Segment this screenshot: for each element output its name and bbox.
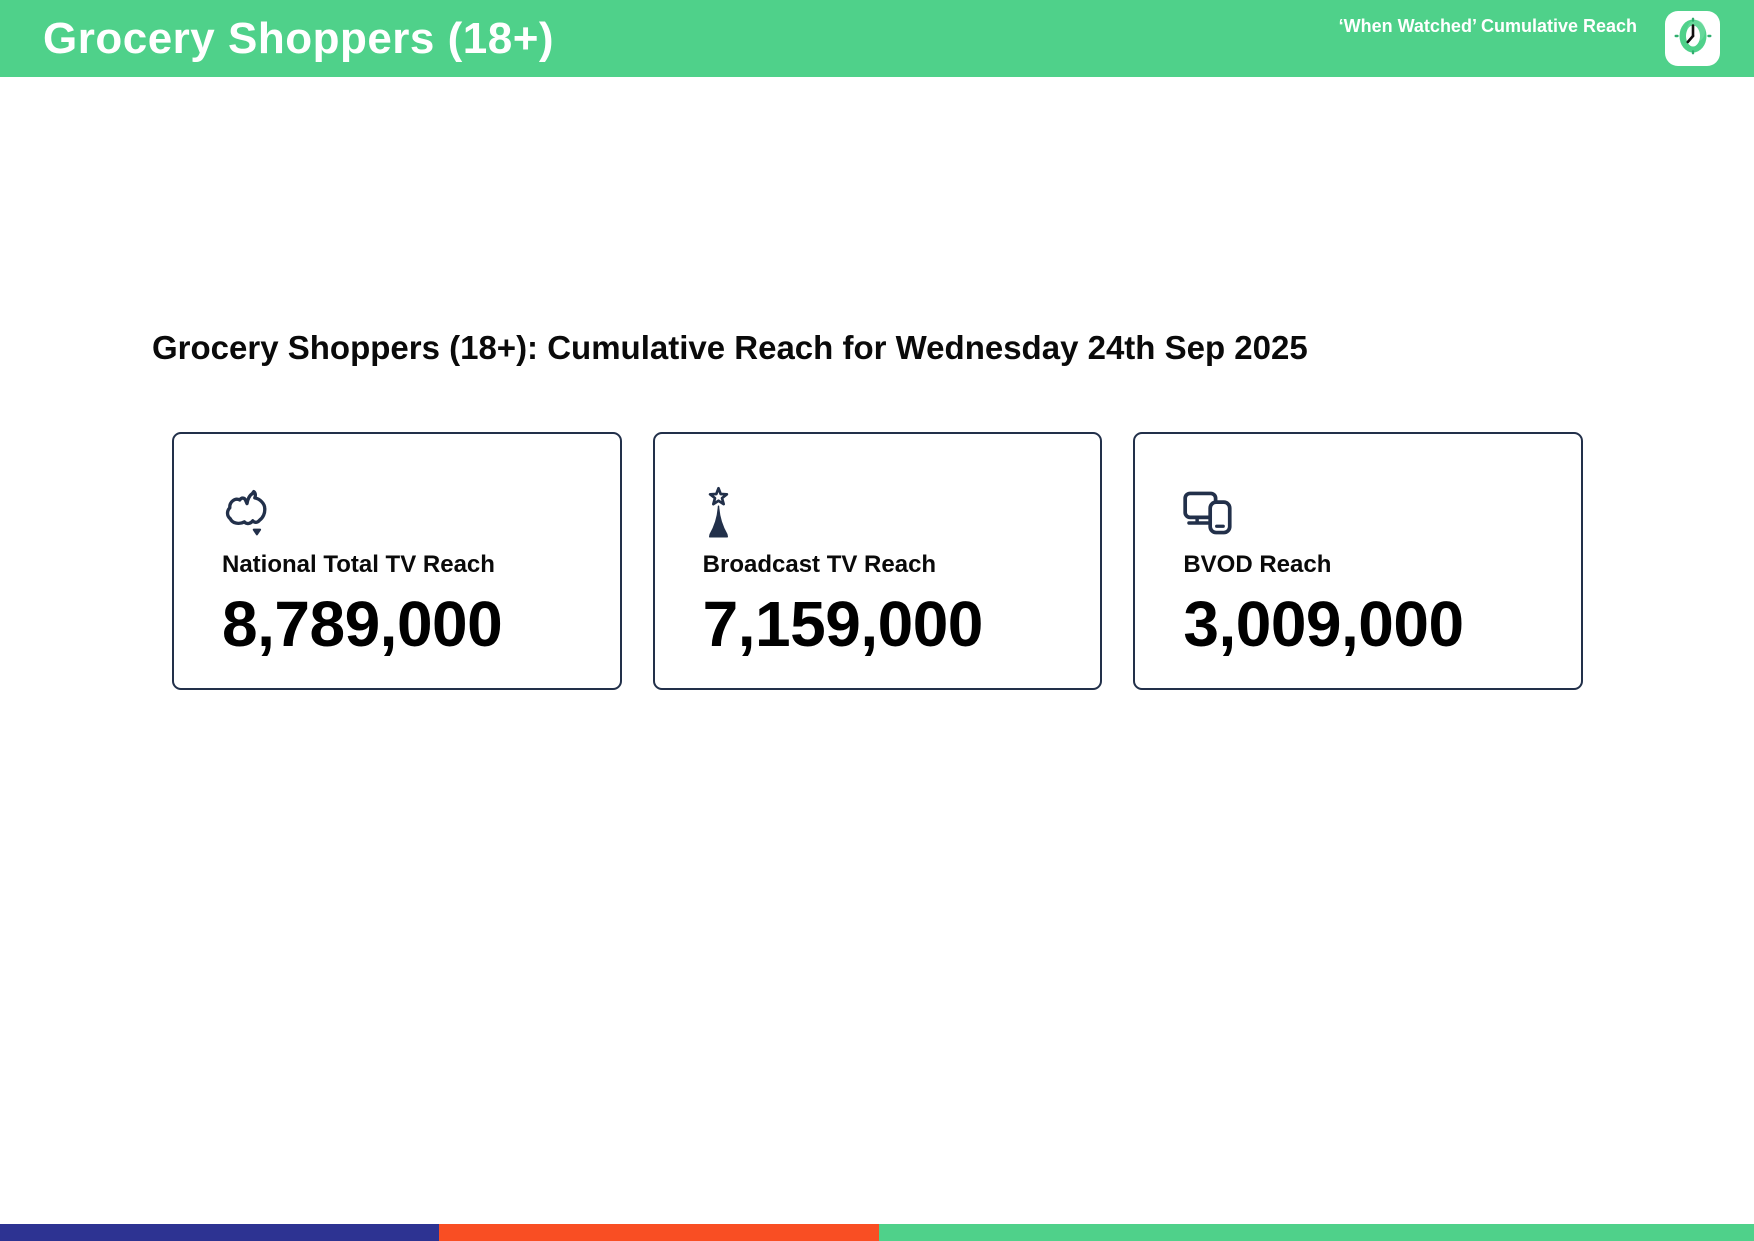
metric-label: National Total TV Reach <box>222 551 495 578</box>
australia-map-icon <box>222 484 590 542</box>
metric-card-bvod: BVOD Reach 3,009,000 <box>1133 432 1584 690</box>
metric-value: 8,789,000 <box>222 587 503 660</box>
page-heading: Grocery Shoppers (18+): Cumulative Reach… <box>152 329 1308 366</box>
header-right-group: ‘When Watched’ Cumulative Reach <box>1339 11 1754 66</box>
app-header: Grocery Shoppers (18+) ‘When Watched’ Cu… <box>0 0 1754 77</box>
app-title: Grocery Shoppers (18+) <box>43 13 555 63</box>
metric-card-national-total-tv: National Total TV Reach 8,789,000 <box>172 432 622 690</box>
metric-label: Broadcast TV Reach <box>702 551 937 578</box>
footer-segment <box>0 1224 439 1241</box>
metric-value: 7,159,000 <box>702 587 984 660</box>
header-tagline: ‘When Watched’ Cumulative Reach <box>1338 16 1637 36</box>
tv-and-mobile-devices-icon <box>1183 484 1551 542</box>
footer-segment <box>878 1224 1754 1241</box>
metric-cards-row: National Total TV Reach 8,789,000 Broadc… <box>172 432 1584 690</box>
metric-value: 3,009,000 <box>1183 587 1464 660</box>
clock-icon <box>1673 16 1713 61</box>
logo-tile <box>1665 11 1720 66</box>
footer-color-bar <box>0 1224 1754 1241</box>
metric-card-broadcast-tv: Broadcast TV Reach 7,159,000 <box>652 432 1103 690</box>
footer-segment <box>438 1224 879 1241</box>
broadcast-tower-star-icon <box>703 484 1071 542</box>
metric-label: BVOD Reach <box>1183 551 1332 578</box>
